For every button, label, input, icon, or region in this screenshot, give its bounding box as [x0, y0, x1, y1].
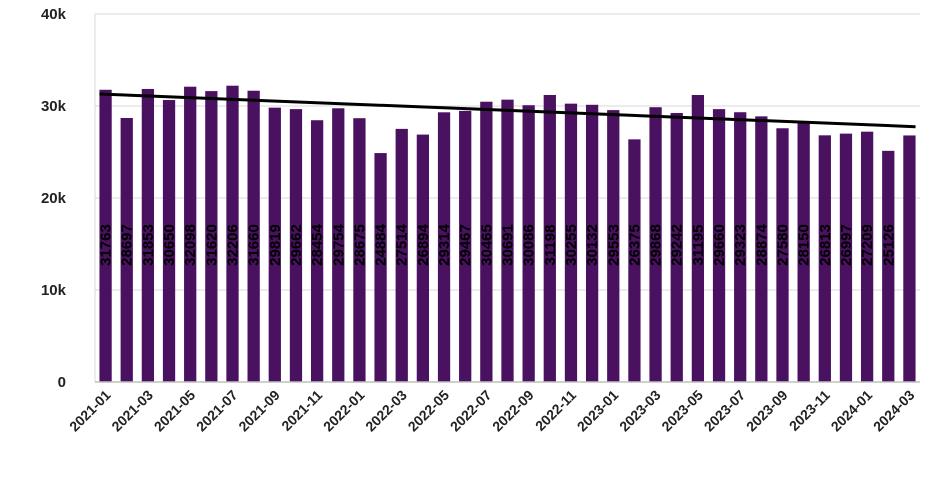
data-label: 29323 [732, 224, 749, 266]
data-label: 26813 [817, 224, 834, 266]
data-label: 28697 [119, 224, 136, 266]
data-label: 31853 [140, 224, 157, 266]
x-tick-label: 2022-01 [320, 387, 368, 435]
x-tick-label: 2021-09 [235, 387, 283, 435]
data-label: 31198 [542, 225, 559, 266]
data-label: 28874 [753, 223, 770, 265]
y-tick-label: 40k [41, 6, 67, 23]
data-label: 26894 [415, 223, 432, 265]
x-tick-label: 2021-11 [278, 387, 325, 434]
x-tick-label: 2023-05 [658, 387, 706, 435]
data-label: 26375 [626, 224, 643, 266]
data-label: 28454 [309, 223, 326, 265]
data-label: 29660 [711, 224, 728, 266]
data-label: 29242 [669, 224, 686, 266]
y-tick-label: 20k [41, 190, 67, 207]
x-tick-label: 2022-03 [362, 387, 410, 435]
y-tick-label: 0 [58, 374, 66, 391]
data-label: 30465 [478, 224, 495, 266]
data-label: 31763 [98, 224, 115, 266]
data-label: 31660 [246, 224, 263, 266]
bar [903, 135, 915, 382]
data-label: 29868 [648, 224, 665, 266]
x-tick-label: 2022-05 [405, 387, 453, 435]
data-label: 31620 [203, 224, 220, 266]
data-label: 30650 [161, 224, 178, 266]
data-label: 28675 [351, 224, 368, 266]
x-tick-label: 2023-09 [743, 387, 791, 435]
data-label: 30691 [500, 224, 517, 266]
data-label: 30086 [521, 224, 538, 266]
x-tick-label: 2022-09 [489, 387, 537, 435]
x-tick-label: 2024-03 [870, 387, 918, 435]
data-labels: 31763 28697 31853 30650 32098 31620 32206 31660… [98, 223, 898, 265]
data-label: 29553 [605, 224, 622, 266]
data-label: 24884 [373, 223, 390, 265]
data-label: 30255 [563, 224, 580, 266]
x-tick-label: 2021-07 [193, 387, 241, 435]
x-tick-label: 2021-03 [108, 387, 156, 435]
data-label: 29662 [288, 224, 305, 266]
data-label: 29754 [330, 223, 347, 265]
bar [374, 153, 386, 382]
data-label: 26997 [838, 224, 855, 266]
x-tick-label: 2023-07 [701, 387, 749, 435]
x-axis-ticks: 2021-012021-032021-052021-072021-092021-… [66, 387, 918, 435]
data-label: 30132 [584, 224, 601, 266]
x-tick-label: 2023-01 [574, 387, 622, 435]
data-label: 27514 [394, 223, 411, 265]
y-axis-ticks: 0 10k 20k 30k 40k [41, 6, 67, 391]
x-tick-label: 2024-01 [828, 387, 876, 435]
data-label: 29314 [436, 223, 453, 265]
data-label: 32206 [225, 224, 242, 266]
x-tick-label: 2022-11 [532, 387, 579, 434]
x-tick-label: 2023-03 [616, 387, 664, 435]
y-tick-label: 10k [41, 282, 67, 299]
data-label: 28150 [796, 224, 813, 266]
x-tick-label: 2021-01 [66, 387, 114, 435]
data-label: 25126 [880, 224, 897, 266]
data-label: 32098 [182, 224, 199, 266]
data-label: 29819 [267, 224, 284, 266]
x-tick-label: 2021-05 [151, 387, 199, 435]
x-tick-label: 2022-07 [447, 387, 495, 435]
y-tick-label: 30k [41, 98, 67, 115]
x-tick-label: 2023-11 [786, 387, 833, 434]
data-label: 27209 [859, 224, 876, 266]
data-label: 29467 [457, 224, 474, 266]
data-label: 31195 [690, 225, 707, 266]
data-label: 27580 [775, 224, 792, 266]
